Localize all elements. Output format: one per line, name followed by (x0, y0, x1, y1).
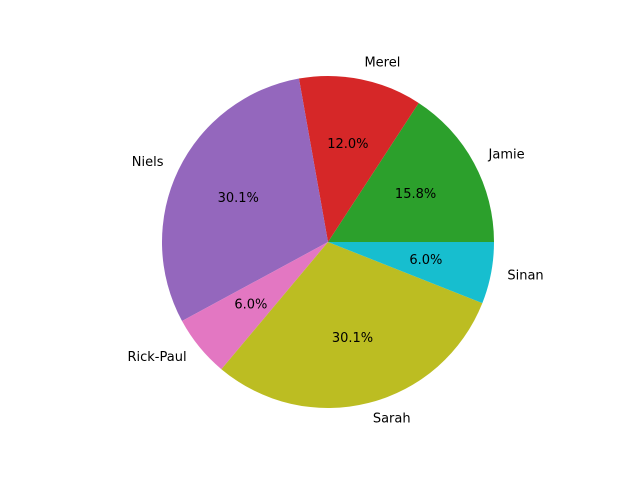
pie-slice-sinan (328, 242, 494, 304)
slice-percent-niels: 30.1% (218, 191, 259, 206)
slice-percent-merel: 12.0% (327, 137, 368, 152)
pie-slice-niels (161, 78, 328, 322)
slices-layer (161, 75, 494, 408)
slice-label-niels: Niels (132, 155, 164, 170)
slice-label-rick-paul: Rick-Paul (127, 350, 186, 365)
slice-label-jamie: Jamie (488, 148, 525, 163)
slice-percent-rick-paul: 6.0% (234, 298, 267, 313)
pie-slice-rick-paul (182, 242, 328, 370)
slice-label-sinan: Sinan (507, 269, 543, 284)
slice-percent-sinan: 6.0% (409, 253, 442, 268)
pie-slice-merel (298, 75, 419, 242)
pie-slice-jamie (328, 102, 494, 242)
slice-label-sarah: Sarah (373, 412, 411, 427)
slice-percent-jamie: 15.8% (395, 187, 436, 202)
pie-slice-sarah (221, 242, 483, 408)
slice-percent-sarah: 30.1% (332, 331, 373, 346)
slice-label-merel: Merel (364, 56, 400, 71)
labels-layer: Jamie 15.8% Merel 12.0% Niels 30.1% Rick-Paul 6… (127, 56, 543, 427)
